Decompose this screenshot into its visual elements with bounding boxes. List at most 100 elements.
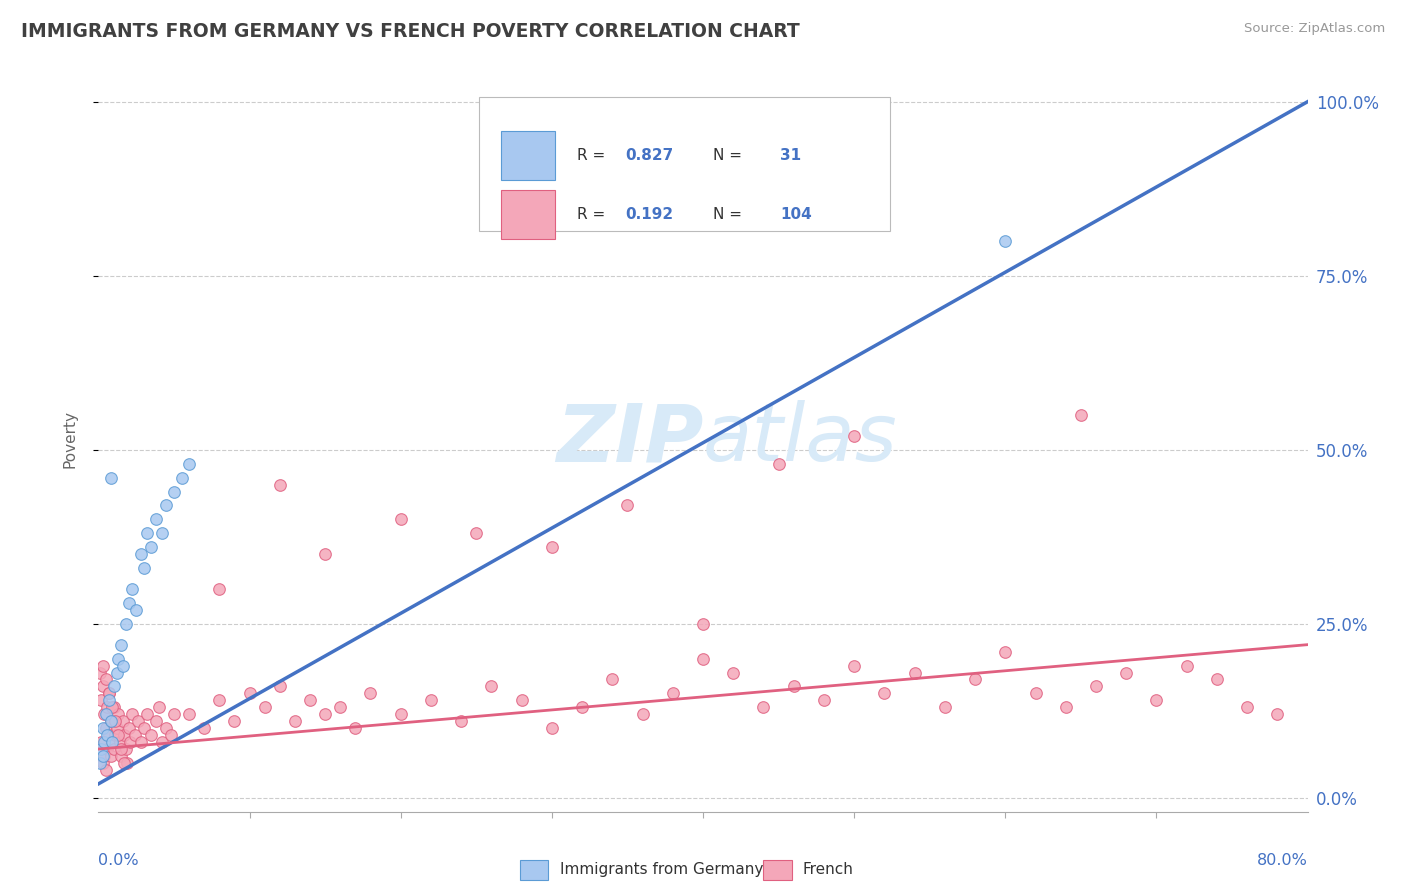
Point	[94, 763, 117, 777]
Point	[110, 742, 132, 756]
Point	[98, 686, 121, 700]
Point	[94, 673, 117, 687]
Point	[110, 749, 132, 764]
Point	[107, 651, 129, 665]
Point	[540, 540, 562, 554]
Point	[135, 526, 157, 541]
Point	[129, 735, 152, 749]
Point	[124, 728, 146, 742]
Point	[105, 665, 128, 680]
Text: 0.827: 0.827	[626, 148, 673, 163]
Point	[1144, 693, 1167, 707]
Point	[132, 721, 155, 735]
Point	[101, 735, 124, 749]
FancyBboxPatch shape	[501, 131, 555, 180]
FancyBboxPatch shape	[501, 191, 555, 239]
Point	[163, 707, 186, 722]
Point	[103, 742, 125, 756]
Point	[90, 735, 112, 749]
Point	[135, 707, 157, 722]
Point	[93, 749, 115, 764]
Point	[1206, 673, 1229, 687]
Point	[314, 547, 336, 561]
Point	[314, 707, 336, 722]
Point	[98, 686, 121, 700]
Text: 80.0%: 80.0%	[1257, 853, 1308, 868]
Point	[121, 582, 143, 596]
Point	[91, 658, 114, 673]
Text: R =: R =	[578, 207, 610, 222]
Point	[994, 234, 1017, 248]
Point	[90, 742, 112, 756]
Point	[692, 616, 714, 631]
Point	[904, 665, 927, 680]
Point	[1175, 658, 1198, 673]
Point	[127, 714, 149, 729]
Point	[163, 484, 186, 499]
Point	[284, 714, 307, 729]
Text: N =: N =	[713, 207, 747, 222]
Text: atlas: atlas	[703, 401, 898, 478]
Point	[90, 693, 112, 707]
Point	[269, 477, 291, 491]
Point	[616, 499, 638, 513]
Point	[1024, 686, 1046, 700]
Point	[91, 756, 114, 770]
Point	[120, 735, 142, 749]
Text: IMMIGRANTS FROM GERMANY VS FRENCH POVERTY CORRELATION CHART: IMMIGRANTS FROM GERMANY VS FRENCH POVERT…	[21, 22, 800, 41]
Point	[103, 680, 125, 694]
Point	[155, 499, 177, 513]
Point	[844, 429, 866, 443]
Point	[115, 756, 138, 770]
Point	[94, 721, 117, 735]
Point	[110, 638, 132, 652]
Point	[269, 680, 291, 694]
Point	[160, 728, 183, 742]
Point	[94, 707, 117, 722]
Point	[155, 721, 177, 735]
Text: ZIP: ZIP	[555, 401, 703, 478]
Point	[783, 680, 806, 694]
Point	[101, 735, 124, 749]
Point	[723, 665, 745, 680]
Point	[100, 714, 122, 729]
Point	[360, 686, 382, 700]
Point	[107, 728, 129, 742]
Point	[873, 686, 896, 700]
Point	[208, 582, 231, 596]
Point	[239, 686, 262, 700]
Point	[93, 707, 115, 722]
Point	[965, 673, 987, 687]
Point	[329, 700, 352, 714]
Text: French: French	[803, 863, 853, 877]
Point	[101, 700, 124, 714]
Point	[253, 700, 276, 714]
Point	[692, 651, 714, 665]
Point	[96, 700, 118, 714]
Point	[104, 714, 127, 729]
Text: N =: N =	[713, 148, 747, 163]
Text: 104: 104	[780, 207, 813, 222]
Point	[91, 721, 114, 735]
Point	[112, 728, 135, 742]
Text: 0.192: 0.192	[626, 207, 673, 222]
Point	[112, 756, 135, 770]
Point	[114, 742, 136, 756]
Point	[465, 526, 488, 541]
Point	[299, 693, 322, 707]
Point	[98, 693, 121, 707]
Point	[114, 616, 136, 631]
Point	[96, 728, 118, 742]
Point	[179, 457, 201, 471]
Point	[1267, 707, 1289, 722]
Point	[420, 693, 443, 707]
Point	[145, 714, 167, 729]
Point	[208, 693, 231, 707]
Point	[344, 721, 367, 735]
Point	[145, 512, 167, 526]
Point	[193, 721, 215, 735]
Point	[631, 707, 654, 722]
Point	[170, 470, 193, 484]
Point	[100, 470, 122, 484]
Text: Immigrants from Germany: Immigrants from Germany	[560, 863, 763, 877]
